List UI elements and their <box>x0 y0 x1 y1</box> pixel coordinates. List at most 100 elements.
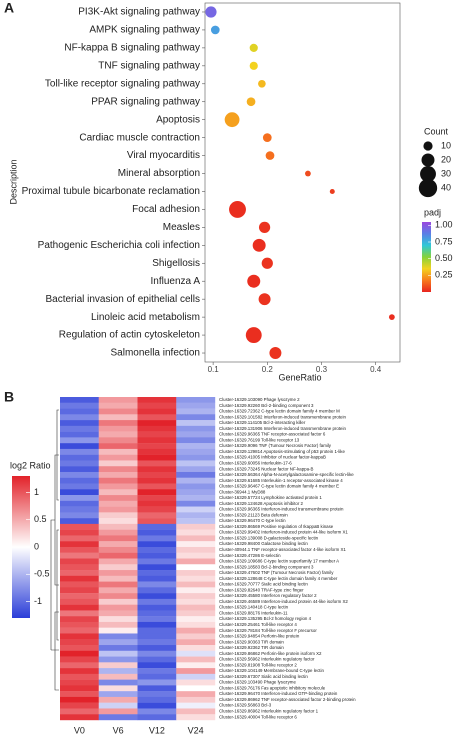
heatmap-cell <box>176 523 216 530</box>
heatmap-cell <box>60 587 99 594</box>
heatmap-cell <box>137 477 177 484</box>
row-label: Cluster-16329.70777 Sialic acid binding … <box>219 582 308 587</box>
heatmap-cell <box>176 708 216 715</box>
heatmap-cell <box>98 500 138 507</box>
heatmap-cell <box>137 639 177 646</box>
heatmap-cell <box>60 685 99 692</box>
heatmap-cell <box>137 523 177 530</box>
heatmap-cell <box>98 570 138 577</box>
column-label: V24 <box>188 725 204 735</box>
category-label: PI3K-Akt signaling pathway <box>78 7 200 18</box>
heatmap-cell <box>60 489 99 496</box>
heatmap-cell <box>137 593 177 600</box>
heatmap-cell <box>137 414 177 421</box>
heatmap-cell <box>176 448 216 455</box>
heatmap-cell <box>176 696 216 703</box>
heatmap-cell <box>137 431 177 438</box>
heatmap-cell <box>60 610 99 617</box>
row-label: Cluster-16329.78184 Toll-like receptor F… <box>219 628 317 633</box>
panel-label: A <box>4 0 14 16</box>
row-label: Cluster-16329.124628 Apoptosis inhibitor… <box>219 501 304 506</box>
heatmap-cell <box>60 679 99 686</box>
heatmap-cell <box>98 437 138 444</box>
heatmap-cell <box>137 535 177 542</box>
category-label: Regulation of actin cytoskeleton <box>59 330 200 341</box>
row-label: Cluster-16329.88176 Interleukin-11 <box>219 610 288 615</box>
heatmap-cell <box>137 702 177 709</box>
heatmap-cell <box>176 437 216 444</box>
row-label: Cluster-16329.103490 Phage lysozyme <box>219 680 296 685</box>
colorbar <box>422 222 431 292</box>
heatmap-cell <box>98 668 138 675</box>
heatmap-cell <box>98 673 138 680</box>
row-label: Cluster-16329.92362 TIR domain <box>219 645 284 650</box>
category-label: AMPK signaling pathway <box>89 25 200 36</box>
row-label: Cluster-16329.104149 Membrane-bound C-ty… <box>219 668 325 673</box>
heatmap-cell <box>176 593 216 600</box>
row-label: Cluster-16329.25461 Toll-like receptor 4 <box>219 622 297 627</box>
heatmap-cell <box>98 685 138 692</box>
heatmap-cell <box>60 598 99 605</box>
category-label: Measles <box>163 222 200 233</box>
heatmap-cell <box>137 500 177 507</box>
column-label: V6 <box>113 725 124 735</box>
heatmap-cell <box>98 506 138 513</box>
size-legend-title: Count <box>424 126 449 136</box>
bubble <box>262 133 272 142</box>
bubble <box>249 43 258 52</box>
heatmap-cell <box>176 587 216 594</box>
heatmap-cell <box>137 460 177 467</box>
heatmap-cell <box>60 593 99 600</box>
heatmap-cell <box>176 575 216 582</box>
heatmap-cell <box>98 575 138 582</box>
row-label: Cluster-16329.96467 C-type lectin domain… <box>219 484 339 489</box>
heatmap-cell <box>137 448 177 455</box>
heatmap-cell <box>137 541 177 548</box>
x-tick-label: 0.2 <box>262 365 274 374</box>
heatmap-cell <box>176 616 216 623</box>
heatmap-cell <box>176 500 216 507</box>
row-label: Cluster-16329.76176 Fas apoptotic inhibi… <box>219 685 326 690</box>
bubble <box>388 314 395 321</box>
category-label: Focal adhesion <box>132 204 200 215</box>
heatmap-cell <box>137 714 177 721</box>
row-label: Cluster-16329.139008 D-galactoside-speci… <box>219 535 319 540</box>
row-label: Cluster-16329.9096 TNF (Tumour Necrosis … <box>219 443 332 448</box>
heatmap-cell <box>176 552 216 559</box>
heatmap-cell <box>176 598 216 605</box>
heatmap-cell <box>137 581 177 588</box>
heatmap-cell <box>176 535 216 542</box>
heatmap-cell <box>137 708 177 715</box>
category-label: Bacterial invasion of epithelial cells <box>45 294 200 305</box>
row-label: Cluster-16329.99402 Interferon-induced p… <box>219 530 348 535</box>
row-label: Cluster-16329.94854 Perforin-like protei… <box>219 634 300 639</box>
heatmap-cell <box>176 610 216 617</box>
size-legend-dot <box>423 141 433 151</box>
bubble <box>261 257 273 269</box>
row-label: Cluster-16329.96365 Interferon-induced t… <box>219 507 344 512</box>
heatmap-cell <box>98 431 138 438</box>
heatmap-cell <box>176 506 216 513</box>
heatmap-cell <box>137 483 177 490</box>
heatmap-cell <box>137 633 177 640</box>
heatmap-cell <box>98 414 138 421</box>
row-label: Cluster-16329.86862 Perforin-like protei… <box>219 651 322 656</box>
bubble <box>245 327 262 344</box>
row-label: Cluster-16329.45580 Interferon regulator… <box>219 593 317 598</box>
heatmap-cell <box>137 489 177 496</box>
heatmap-cell <box>176 564 216 571</box>
row-label: Cluster-16329.56863 Bcl-3 <box>219 703 272 708</box>
row-label: Cluster-16329.96470 Interferon-induced G… <box>219 691 338 696</box>
bubble <box>265 151 275 160</box>
heatmap-cell <box>98 691 138 698</box>
heatmap-cell <box>60 443 99 450</box>
heatmap-cell <box>176 466 216 473</box>
row-label: Cluster-16329.135295 Bcl-2 homology regi… <box>219 616 312 621</box>
heatmap-cell <box>98 558 138 565</box>
heatmap-cell <box>98 650 138 657</box>
heatmap-cell <box>137 397 177 403</box>
heatmap-cell <box>176 443 216 450</box>
heatmap-cell <box>98 679 138 686</box>
heatmap-cell <box>137 518 177 525</box>
heatmap-cell <box>137 656 177 663</box>
